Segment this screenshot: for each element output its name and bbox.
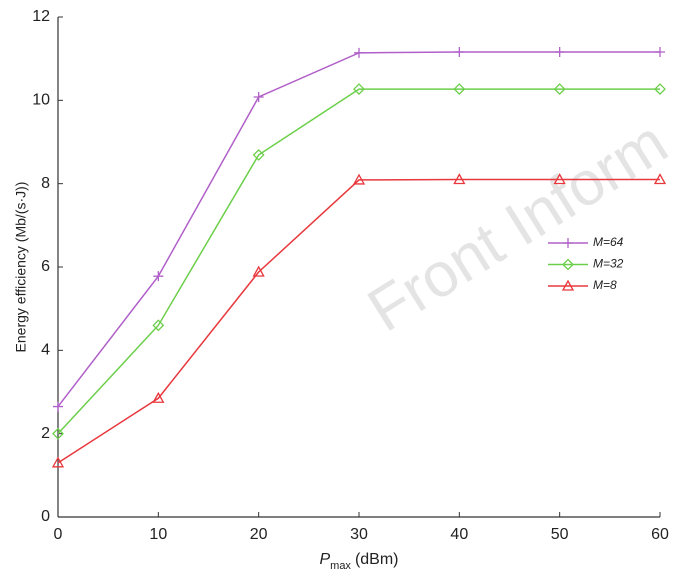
y-tick-label: 2 [41,425,50,442]
x-tick-label: 40 [450,526,468,543]
data-point [454,47,465,57]
watermark: Front Inform [356,108,677,345]
y-tick-label: 6 [41,258,50,275]
data-point [51,456,65,468]
data-point [52,427,64,440]
data-point [53,401,63,412]
data-point [252,265,265,277]
series-line [57,178,660,464]
legend-label: M=8 [593,278,617,292]
series-line [57,88,660,435]
data-point [153,271,164,282]
data-point [453,173,466,185]
x-tick-label: 60 [651,526,669,543]
data-point [653,173,667,185]
legend-label: M=64 [593,235,624,249]
data-point [354,47,364,58]
data-point [253,92,264,102]
data-point [654,83,666,96]
data-point [352,173,366,185]
legend-marker [563,238,573,248]
x-axis-label: Pmax (dBm) [319,551,398,572]
data-point [453,83,466,96]
y-tick-label: 8 [41,175,50,192]
legend-marker [562,258,574,271]
x-label-symbol: P [319,551,330,568]
x-tick-label: 20 [250,526,268,543]
legend-label: M=32 [593,257,624,271]
x-tick-label: 0 [54,526,63,543]
x-tick-label: 30 [350,526,368,543]
y-axis-label: Energy efficiency (Mb/(s·J)) [13,182,29,353]
x-tick-label: 50 [551,526,569,543]
x-tick-label: 10 [149,526,167,543]
y-tick-label: 0 [41,508,50,525]
data-point [553,83,566,96]
y-tick-label: 4 [41,342,50,359]
legend-marker [561,279,575,291]
data-point [252,148,265,161]
y-tick-label: 10 [32,92,50,109]
x-label-subscript: max [330,560,351,572]
y-tick-label: 12 [32,8,50,25]
data-point [353,83,365,96]
x-label-unit: (dBm) [355,551,399,568]
data-point [554,47,565,57]
data-point [655,47,665,57]
data-point [152,391,165,403]
data-point [553,173,566,185]
data-point [152,319,165,332]
